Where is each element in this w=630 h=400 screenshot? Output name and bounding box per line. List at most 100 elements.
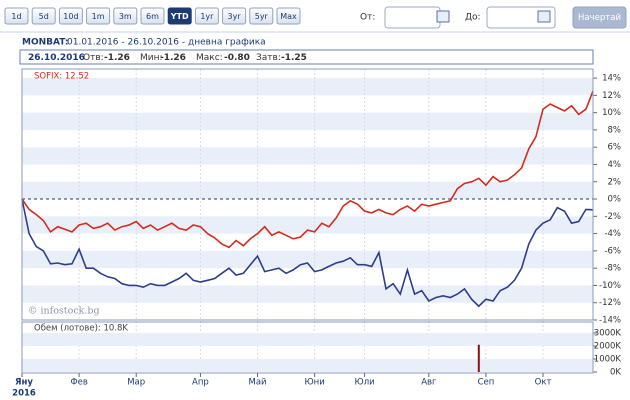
- volume-frame: [21, 321, 594, 374]
- button-bg[interactable]: [194, 7, 219, 25]
- info-label: Затв:: [256, 53, 281, 63]
- volume-bar: [477, 344, 480, 372]
- button-label: 6m: [146, 12, 159, 21]
- range-button[interactable]: YTD: [167, 7, 192, 25]
- stripe: [22, 78, 593, 96]
- info-date: 26.10.2016: [28, 53, 85, 63]
- y-tick-label: 1000K: [594, 355, 622, 365]
- button-bg[interactable]: [86, 7, 111, 25]
- stripe: [22, 359, 593, 372]
- y-tick-label: 3000K: [594, 329, 622, 339]
- y-tick-label: 6%: [608, 143, 622, 153]
- toolbar: 1d 5d 10d 1m 3m 6m YTD 1yr 3yr 5yr Max: [4, 7, 301, 25]
- button-label: 1m: [92, 12, 105, 21]
- y-tick-label: -8%: [604, 264, 621, 274]
- range-button[interactable]: 1m: [86, 7, 111, 25]
- y-tick-label: 0%: [608, 195, 622, 205]
- stripe: [22, 333, 593, 346]
- y-tick-label: -6%: [604, 246, 621, 256]
- info-label: Отв:: [83, 53, 104, 63]
- x-tick-label: Авг: [421, 378, 437, 388]
- range-button[interactable]: 5yr: [249, 7, 274, 25]
- button-bg[interactable]: [140, 7, 165, 25]
- y-tick-label: 8%: [608, 125, 622, 135]
- y-tick-label: -4%: [604, 229, 621, 239]
- button-bg[interactable]: [249, 7, 274, 25]
- stripe: [22, 216, 593, 234]
- y-tick-label: -12%: [599, 298, 621, 308]
- button-bg[interactable]: [31, 7, 56, 25]
- y-tick-label: 0K: [610, 368, 621, 378]
- y-tick-label: 4%: [608, 160, 622, 170]
- x-tick-label: Сеп: [478, 378, 495, 388]
- from-input[interactable]: [384, 6, 441, 29]
- to-label: До:: [465, 13, 481, 23]
- submit-label: Начертай: [578, 13, 621, 23]
- info-value: -1.26: [104, 53, 130, 63]
- info-value: -0.80: [224, 53, 250, 63]
- x-tick-label: Юни: [305, 378, 325, 388]
- stripe: [22, 112, 593, 130]
- button-label: 3m: [119, 12, 132, 21]
- submit-button[interactable]: [572, 6, 627, 29]
- button-label: 5d: [39, 12, 49, 21]
- x-tick-label: Юли: [355, 378, 375, 388]
- stripe: [22, 285, 593, 303]
- button-label: 1d: [11, 12, 21, 21]
- calendar-icon[interactable]: [537, 10, 551, 23]
- watermark: © infostock.bg: [28, 306, 100, 317]
- range-button[interactable]: 3yr: [222, 7, 247, 25]
- button-bg[interactable]: [276, 7, 301, 25]
- range-button[interactable]: Max: [276, 7, 301, 25]
- y-tick-label: -10%: [599, 281, 621, 291]
- chart-title: MONBAT:: [22, 38, 69, 48]
- button-label: YTD: [170, 12, 189, 21]
- x-tick-label: Май: [248, 378, 266, 388]
- legend-entry: SOFIX: 12.52: [34, 72, 89, 82]
- plot-frame: [21, 68, 594, 321]
- legend-entry: Обем (лотове): 10.8K: [34, 324, 128, 334]
- x-tick-label: Окт: [535, 378, 552, 388]
- info-box: [19, 49, 594, 65]
- range-button[interactable]: 10d: [58, 7, 83, 25]
- range-button[interactable]: 1d: [4, 7, 29, 25]
- button-bg[interactable]: [4, 7, 29, 25]
- info-label: Мин:: [140, 53, 163, 63]
- series-line: [21, 198, 594, 308]
- x-year-label: 2016: [12, 389, 36, 399]
- button-bg[interactable]: [113, 7, 138, 25]
- button-label: 1yr: [200, 12, 214, 21]
- info-value: -1.25: [281, 53, 307, 63]
- y-tick-label: -14%: [599, 316, 621, 326]
- calendar-icon[interactable]: [436, 10, 450, 23]
- stripe: [22, 181, 593, 200]
- y-tick-label: 12%: [602, 91, 621, 101]
- stripe: [22, 147, 593, 165]
- range-button[interactable]: 6m: [140, 7, 165, 25]
- range-button[interactable]: 3m: [113, 7, 138, 25]
- y-tick-label: 10%: [602, 108, 621, 118]
- x-tick-label: Яну: [15, 378, 33, 388]
- y-tick-label: 14%: [602, 74, 621, 84]
- button-label: 5yr: [255, 12, 269, 21]
- plot: 14% 12% 10% 8% 6% 4% 2% 0% -2% -4% -6% -8% -10% -12% -…: [12, 68, 622, 399]
- button-label: 10d: [63, 12, 78, 21]
- button-label: 3yr: [228, 12, 242, 21]
- y-tick-label: 2%: [608, 177, 622, 187]
- button-bg[interactable]: [222, 7, 247, 25]
- button-bg[interactable]: [58, 7, 83, 25]
- from-label: От:: [360, 13, 375, 23]
- x-tick-label: Фев: [70, 378, 88, 388]
- x-tick-label: Апр: [192, 378, 209, 388]
- info-value: -1.26: [160, 53, 186, 63]
- y-tick-label: 2000K: [594, 342, 622, 352]
- y-tick-label: -2%: [604, 212, 621, 222]
- series-line: [21, 90, 594, 249]
- button-bg[interactable]: [167, 7, 192, 25]
- range-button[interactable]: 5d: [31, 7, 56, 25]
- range-button[interactable]: 1yr: [194, 7, 219, 25]
- x-tick-label: Мар: [127, 378, 145, 388]
- button-label: Max: [280, 12, 297, 21]
- chart-subtitle: 01.01.2016 - 26.10.2016 - дневна графика: [67, 38, 266, 48]
